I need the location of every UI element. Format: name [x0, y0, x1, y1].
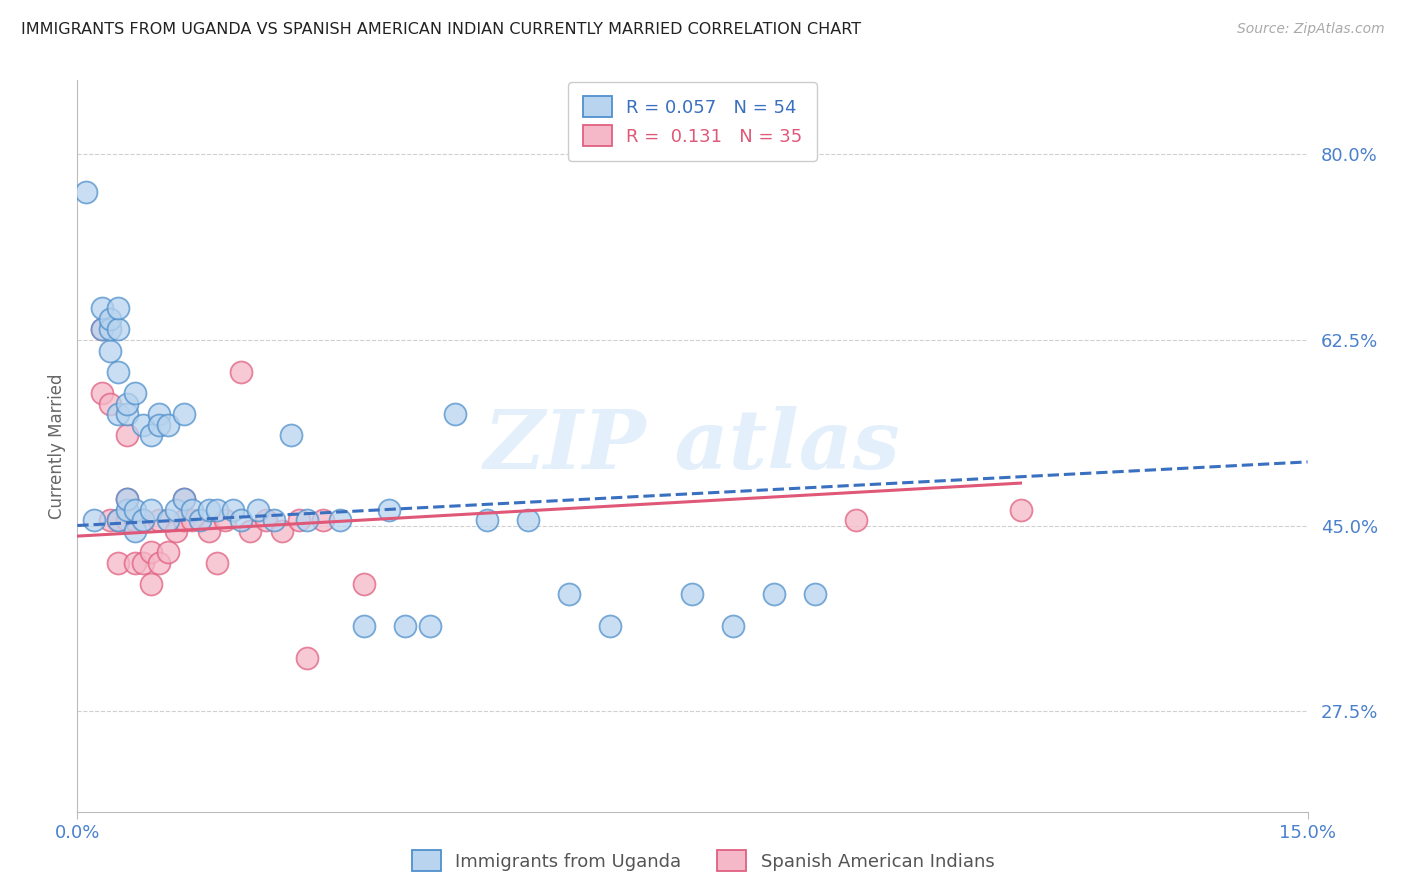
Point	[173, 407, 195, 421]
Point	[280, 428, 302, 442]
Point	[477, 513, 499, 527]
Text: Source: ZipAtlas.com: Source: ZipAtlas.com	[1237, 22, 1385, 37]
Point	[231, 365, 253, 379]
Point	[763, 587, 786, 601]
Point	[246, 502, 269, 516]
Point	[141, 428, 163, 442]
Point	[156, 513, 179, 527]
Point	[239, 524, 262, 538]
Point	[254, 513, 277, 527]
Point	[804, 587, 827, 601]
Point	[98, 513, 121, 527]
Point	[107, 556, 129, 570]
Point	[90, 301, 114, 316]
Point	[141, 502, 163, 516]
Point	[288, 513, 311, 527]
Point	[90, 386, 114, 401]
Point	[148, 513, 170, 527]
Point	[263, 513, 285, 527]
Point	[148, 417, 170, 432]
Point	[124, 524, 146, 538]
Point	[173, 491, 195, 506]
Point	[1010, 502, 1032, 516]
Point	[682, 587, 704, 601]
Point	[181, 502, 204, 516]
Point	[107, 322, 129, 336]
Point	[124, 502, 146, 516]
Point	[378, 502, 401, 516]
Point	[173, 491, 195, 506]
Point	[107, 365, 129, 379]
Point	[124, 386, 146, 401]
Point	[214, 513, 236, 527]
Point	[312, 513, 335, 527]
Point	[75, 185, 97, 199]
Legend: R = 0.057   N = 54, R =  0.131   N = 35: R = 0.057 N = 54, R = 0.131 N = 35	[568, 82, 817, 161]
Point	[90, 322, 114, 336]
Point	[98, 322, 121, 336]
Point	[353, 576, 375, 591]
Point	[83, 513, 105, 527]
Point	[197, 524, 219, 538]
Point	[98, 311, 121, 326]
Point	[165, 524, 187, 538]
Point	[124, 556, 146, 570]
Point	[107, 407, 129, 421]
Point	[295, 651, 318, 665]
Point	[394, 619, 416, 633]
Point	[197, 502, 219, 516]
Point	[558, 587, 581, 601]
Point	[98, 343, 121, 358]
Point	[173, 513, 195, 527]
Point	[115, 491, 138, 506]
Point	[222, 502, 245, 516]
Point	[156, 545, 179, 559]
Point	[148, 407, 170, 421]
Point	[132, 417, 155, 432]
Point	[141, 576, 163, 591]
Point	[98, 396, 121, 410]
Point	[115, 513, 138, 527]
Point	[205, 502, 228, 516]
Point	[845, 513, 868, 527]
Point	[115, 428, 138, 442]
Point	[443, 407, 465, 421]
Point	[107, 301, 129, 316]
Point	[165, 502, 187, 516]
Point	[132, 513, 155, 527]
Point	[231, 513, 253, 527]
Point	[141, 545, 163, 559]
Point	[205, 556, 228, 570]
Point	[148, 556, 170, 570]
Point	[181, 513, 204, 527]
Point	[188, 513, 212, 527]
Text: ZIP atlas: ZIP atlas	[484, 406, 901, 486]
Point	[115, 502, 138, 516]
Point	[419, 619, 441, 633]
Point	[107, 513, 129, 527]
Point	[107, 513, 129, 527]
Y-axis label: Currently Married: Currently Married	[48, 373, 66, 519]
Legend: Immigrants from Uganda, Spanish American Indians: Immigrants from Uganda, Spanish American…	[405, 843, 1001, 879]
Point	[115, 407, 138, 421]
Point	[271, 524, 294, 538]
Point	[115, 396, 138, 410]
Text: IMMIGRANTS FROM UGANDA VS SPANISH AMERICAN INDIAN CURRENTLY MARRIED CORRELATION : IMMIGRANTS FROM UGANDA VS SPANISH AMERIC…	[21, 22, 862, 37]
Point	[124, 513, 146, 527]
Point	[132, 513, 155, 527]
Point	[353, 619, 375, 633]
Point	[329, 513, 352, 527]
Point	[723, 619, 745, 633]
Point	[295, 513, 318, 527]
Point	[517, 513, 540, 527]
Point	[156, 417, 179, 432]
Point	[115, 491, 138, 506]
Point	[132, 556, 155, 570]
Point	[90, 322, 114, 336]
Point	[599, 619, 621, 633]
